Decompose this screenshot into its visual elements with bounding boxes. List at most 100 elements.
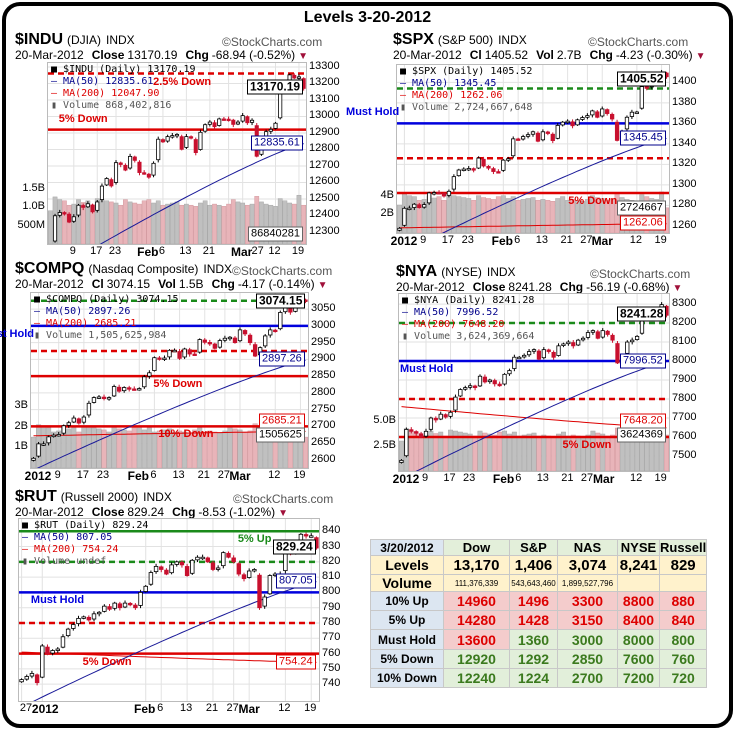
candle-body [402,207,407,226]
volume-bar [177,430,183,468]
y-axis-tick: 840 [322,524,341,537]
table-cell: 8400 [617,610,660,630]
candle-body [250,119,255,123]
table-cell: 8,241 [617,555,660,575]
level-label: Must Hold [400,363,454,376]
volume-bar [545,200,551,233]
y-axis-tick: 2850 [311,369,336,382]
candle-body [151,162,156,176]
volume-bar [492,434,498,471]
symbol[interactable]: $RUT [15,488,57,505]
candle-body [492,380,497,385]
volume-axis-tick: 3B [14,399,28,412]
legend-text: MA(50) 2897.26 [46,306,131,317]
watermark[interactable]: ©StockCharts.com [590,267,691,281]
y-axis-tick: 2900 [311,352,336,365]
volume-bar [91,427,97,468]
candle-body [580,117,585,120]
candle-body [576,339,581,346]
candle-body [160,139,165,143]
watermark[interactable]: ©StockCharts.com [222,35,323,49]
value-callout: 2724667 [617,200,666,216]
symbol[interactable]: $INDU [15,31,64,48]
symbol[interactable]: $COMPQ [15,260,85,277]
candle-body [273,329,278,333]
volume-bar [482,432,488,471]
table-row-volume: Volume 111,376,339 543,643,460 1,899,527,79… [370,574,708,592]
volume-bar [551,436,557,471]
rut-plot-area[interactable]: ■ $RUT (Daily) 829.24— MA(50) 807.05— MA… [18,518,320,702]
legend-ma50: — MA(50) 1345.45 [400,78,532,90]
candle-body [226,552,231,558]
y-axis-tick: 1280 [672,198,697,211]
candle-body [448,411,453,417]
compq-plot-area[interactable]: ■ $COMPQ (Daily) 3074.15— MA(50) 2897.26… [30,292,309,469]
x-axis-tick: 27 [580,472,594,484]
candle-body [268,128,273,132]
candle-body [147,372,152,377]
volume-axis-tick: 2B [14,419,28,432]
watermark[interactable]: ©StockCharts.com [232,264,333,278]
candle-body [127,387,132,390]
table-cell: 13,170 [443,555,510,575]
candle-body [414,431,419,434]
volume-bar [57,199,63,244]
symbol[interactable]: $SPX [393,31,434,48]
candle-body [507,370,512,375]
x-axis-tick: 6 [158,245,165,257]
candle-body [526,351,532,356]
legend-volume: ▮ Volume 2,724,667,648 [400,102,532,114]
volume-bar [531,432,537,471]
y-axis-tick: 8000 [672,354,697,367]
candle-body [41,443,46,446]
volume-bar [399,440,404,471]
candle-body [118,162,123,165]
candle-body [172,349,177,353]
candle-body [453,396,458,411]
symbol[interactable]: $NYA [396,263,438,280]
x-axis-tick: 17 [441,234,455,246]
volume-bar [94,198,100,244]
candle-body [512,356,517,369]
exchange: INDX [106,33,135,47]
x-axis-tick: 21 [202,245,215,257]
candle-body [217,340,223,348]
last-price-callout: 829.24 [273,539,316,555]
row-label: 5% Up [370,610,444,630]
watermark[interactable]: ©StockCharts.com [233,492,334,506]
row-label: Must Hold [370,629,444,650]
candle-body [96,611,102,615]
candle-body [157,357,162,360]
x-axis-tick: 19 [654,472,667,484]
volume-bar [151,202,156,244]
volume-bar [535,200,541,233]
volume-bar [66,204,72,244]
x-axis-tick: 13 [179,245,192,257]
candle-body [197,339,202,353]
candle-body [205,557,211,563]
line-swatch-icon: — [400,78,413,89]
y-axis-tick: 3000 [311,318,336,331]
volume-bar [232,428,238,468]
candle-body [122,387,127,392]
ma50-line [33,581,317,701]
y-axis-tick: 13000 [309,109,340,122]
nya-plot-area[interactable]: ■ $NYA (Daily) 8241.28— MA(50) 7996.52— … [398,293,670,472]
volume-bar [397,204,402,233]
table-cell: 880 [658,591,708,611]
legend-text: MA(200) 1262.06 [412,90,503,101]
candle-body [212,122,217,128]
watermark[interactable]: ©StockCharts.com [588,35,689,49]
candle-body [86,402,92,416]
volume-bar [240,202,246,244]
x-axis-tick: Mar [238,702,260,716]
candle-body [634,111,639,114]
ma50-line [415,361,667,471]
x-axis-tick: 6 [514,234,521,246]
table-cell: 2700 [557,668,618,688]
candle-body [132,388,137,391]
candle-body [525,134,531,137]
table-row: 10% Down 12240 1224 2700 7200 720 [370,668,708,688]
volume-bar [165,203,170,244]
volume-bar [127,201,133,244]
